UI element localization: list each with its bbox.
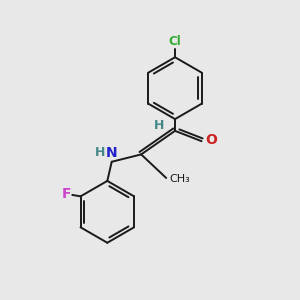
Text: Cl: Cl	[169, 35, 182, 48]
Text: F: F	[61, 187, 71, 201]
Text: CH₃: CH₃	[170, 174, 190, 184]
Text: H: H	[95, 146, 106, 159]
Text: H: H	[154, 119, 164, 132]
Text: N: N	[105, 146, 117, 160]
Text: O: O	[205, 133, 217, 147]
